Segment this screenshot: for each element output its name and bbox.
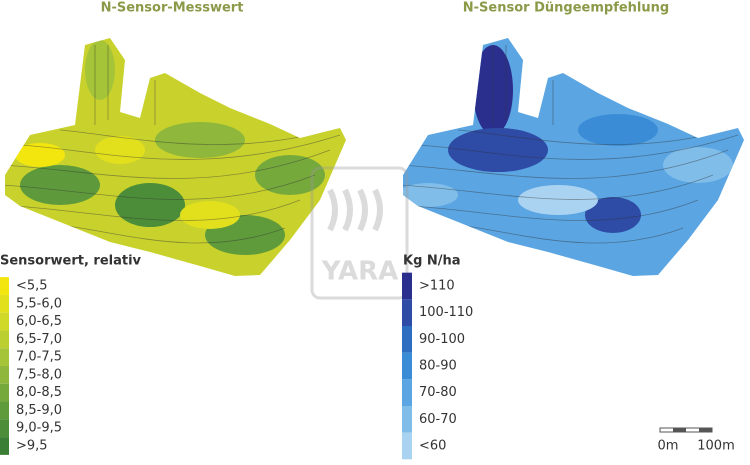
legend-title: Kg N/ha (403, 254, 461, 269)
scale-label: 0m (658, 439, 679, 454)
legend-swatch (402, 379, 412, 406)
legend-swatch (0, 330, 9, 349)
legend-label: <5,5 (16, 279, 48, 294)
legend-label: 5,5-6,0 (16, 296, 62, 311)
legend-swatch (402, 432, 412, 460)
legend-label: >110 (419, 279, 455, 294)
legend-swatch (402, 299, 412, 326)
legend-label: 6,5-7,0 (16, 332, 62, 347)
legend-swatch (0, 366, 9, 384)
legend-title: Sensorwert, relativ (0, 254, 142, 269)
legend-label: 90-100 (419, 332, 465, 347)
legend-swatch (0, 419, 9, 438)
legend-swatch (0, 437, 9, 455)
legend-swatch (0, 401, 9, 420)
legend-label: 9,0-9,5 (16, 421, 62, 436)
legend-label: 80-90 (419, 359, 457, 374)
legend-label: 6,0-6,5 (16, 314, 62, 329)
legend-swatch (0, 277, 9, 295)
legend-label: 60-70 (419, 412, 457, 427)
legend-label: 100-110 (419, 305, 473, 320)
legend-label: 8,5-9,0 (16, 403, 62, 418)
map-title: N-Sensor Düngeempfehlung (463, 1, 669, 16)
legend-swatch (402, 272, 412, 300)
recommendation-map (403, 38, 744, 276)
map-title: N-Sensor-Messwert (101, 1, 244, 16)
legend-label: 8,0-8,5 (16, 385, 62, 400)
legend-swatch (0, 294, 9, 313)
legend-label: 70-80 (419, 385, 457, 400)
legend-label: 7,0-7,5 (16, 350, 62, 365)
legend-swatch (402, 352, 412, 380)
watermark: YARA (310, 166, 409, 300)
watermark-text: YARA (321, 257, 399, 287)
legend-swatch (0, 348, 9, 366)
scale-bar: 0m 100m (658, 427, 735, 454)
legend-swatch (402, 326, 412, 353)
legends: <5,5 5,5-6,0 6,0-6,5 6,5-7,0 7,0-7,5 7,5-8,0 8… (0, 272, 473, 460)
legend-swatch (0, 312, 9, 331)
legend-swatch (402, 406, 412, 433)
sensor-map (5, 38, 346, 276)
legend-label: 7,5-8,0 (16, 367, 62, 382)
legend-swatch (0, 383, 9, 402)
legend-label: >9,5 (16, 439, 48, 454)
legend-label: <60 (419, 439, 446, 454)
scale-label: 100m (697, 439, 734, 454)
